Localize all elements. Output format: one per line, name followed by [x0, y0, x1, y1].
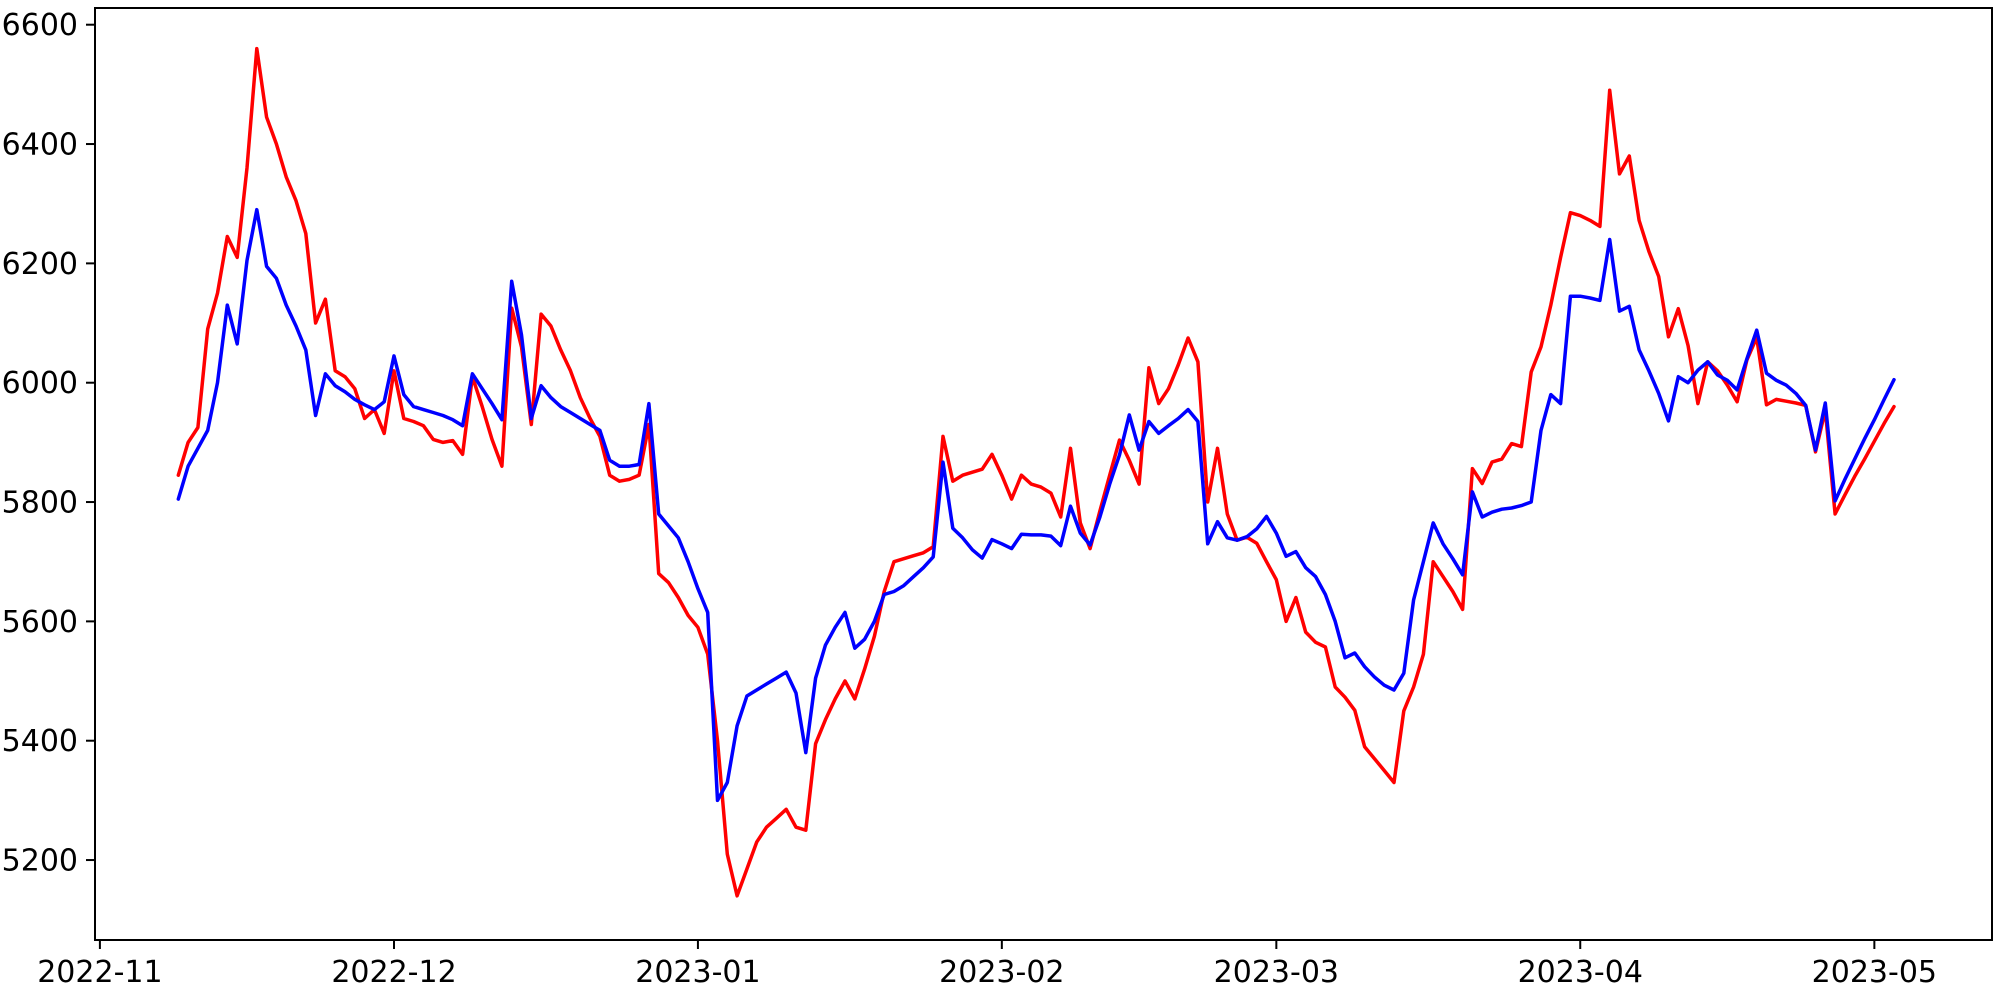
x-tick-label: 2023-03: [1214, 955, 1339, 990]
x-tick-label: 2023-05: [1812, 955, 1937, 990]
red-series-line: [176, 46, 1896, 898]
x-tick-label: 2022-11: [37, 955, 162, 990]
x-tick-label: 2023-04: [1518, 955, 1643, 990]
y-tick-label: 5600: [2, 605, 78, 640]
x-tick-label: 2023-02: [939, 955, 1064, 990]
y-tick-label: 6400: [2, 128, 78, 163]
x-tick-label: 2023-01: [635, 955, 760, 990]
x-axis: 2022-11 2022-12 2023-01 2023-02 2023-03 2023-…: [37, 940, 1937, 990]
plot-border: [94, 7, 1993, 941]
y-tick-label: 5400: [2, 724, 78, 759]
y-tick-label: 6600: [2, 8, 78, 43]
y-tick-label: 6200: [2, 247, 78, 282]
x-tick-label: 2022-12: [331, 955, 456, 990]
blue-series-line: [176, 207, 1896, 803]
y-axis: 5200 5400 5600 5800 6000 6200 6400 6600: [2, 8, 95, 879]
y-tick-label: 5800: [2, 486, 78, 521]
y-tick-label: 6000: [2, 366, 78, 401]
y-tick-label: 5200: [2, 844, 78, 879]
